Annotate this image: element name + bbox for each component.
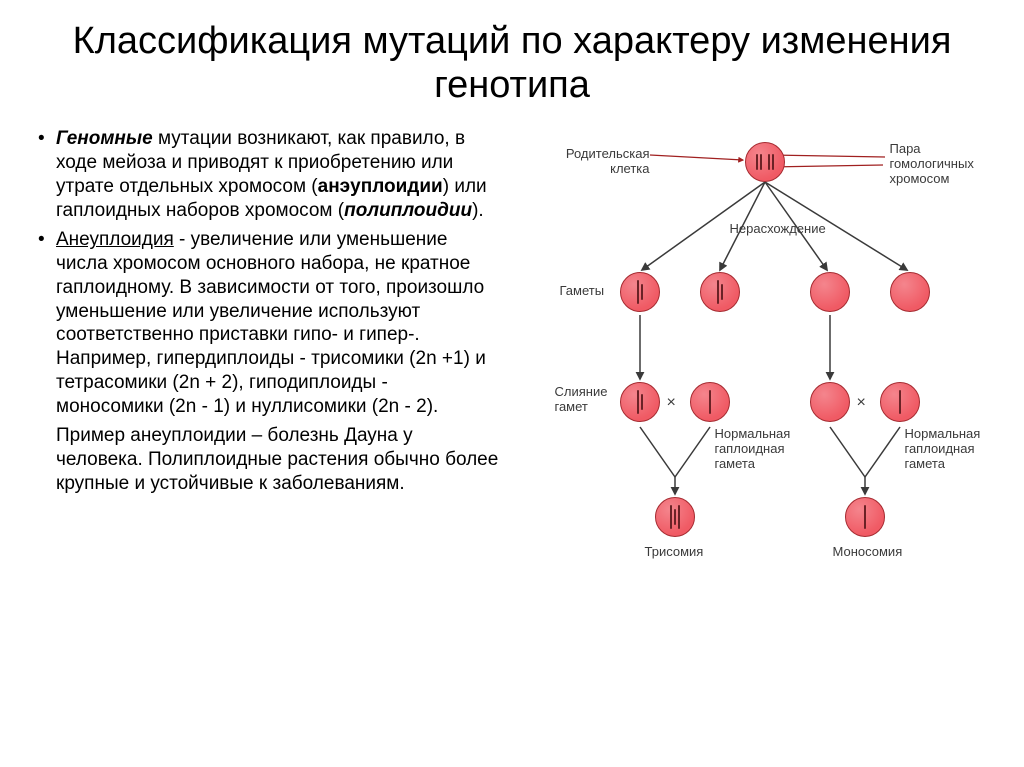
fusion-x-1: × — [667, 394, 676, 412]
diagram-arrows — [515, 127, 995, 587]
term-aneuploidy-u: Анеуплоидия — [56, 229, 174, 250]
cell-gamete-2 — [700, 272, 740, 312]
bullet-1: Геномные мутации возникают, как правило,… — [30, 127, 500, 222]
fusion-x-2: × — [857, 394, 866, 412]
cell-gamete-1 — [620, 272, 660, 312]
cell-result-trisomy — [655, 497, 695, 537]
term-polyploidy: полиплоидии — [344, 200, 472, 221]
cell-fusion-2a — [810, 382, 850, 422]
b2-body: - увеличение или уменьшение числа хромос… — [56, 229, 486, 416]
text-column: Геномные мутации возникают, как правило,… — [30, 127, 500, 587]
label-normal-gamete-1: Нормальная гаплоидная гамета — [715, 427, 805, 472]
cell-fusion-2b — [880, 382, 920, 422]
cell-parent — [745, 142, 785, 182]
label-trisomy: Трисомия — [645, 545, 704, 560]
label-nondisjunction: Нерасхождение — [730, 222, 826, 237]
term-aneuploidy: анэуплоидии — [318, 176, 443, 197]
label-homologous-pair: Пара гомологичных хромосом — [890, 142, 995, 187]
cell-fusion-1a — [620, 382, 660, 422]
page-title: Классификация мутаций по характеру измен… — [30, 20, 994, 107]
label-fusion: Слияние гамет — [555, 385, 615, 415]
label-gametes: Гаметы — [560, 284, 605, 299]
nondisjunction-diagram: × × Родительская клетка Пара гомологичны… — [515, 127, 995, 587]
cell-gamete-3 — [810, 272, 850, 312]
cell-result-monosomy — [845, 497, 885, 537]
cell-fusion-1b — [690, 382, 730, 422]
cell-gamete-4 — [890, 272, 930, 312]
bullet-2: Анеуплоидия - увеличение или уменьшение … — [30, 228, 500, 418]
label-monosomy: Моносомия — [833, 545, 903, 560]
label-parent-cell: Родительская клетка — [560, 147, 650, 177]
label-normal-gamete-2: Нормальная гаплоидная гамета — [905, 427, 995, 472]
paragraph-example: Пример анеуплоидии – болезнь Дауна у чел… — [30, 424, 500, 495]
b1-end: ). — [472, 200, 484, 221]
term-genomic: Геномные — [56, 128, 153, 149]
content-row: Геномные мутации возникают, как правило,… — [30, 127, 994, 587]
